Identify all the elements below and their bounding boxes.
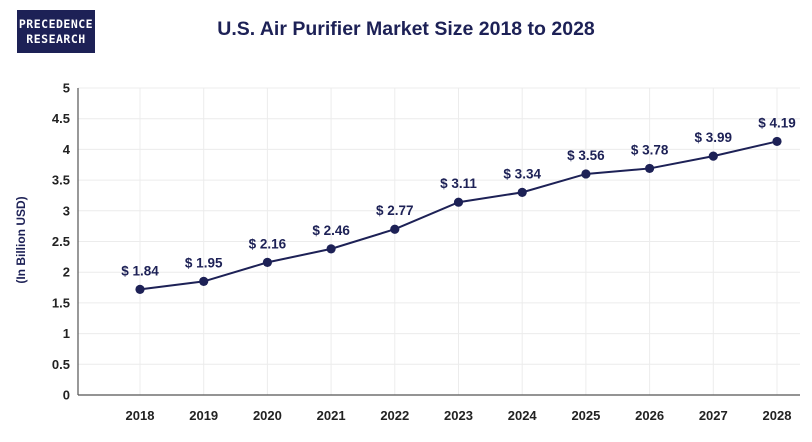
y-tick-label: 2.5	[52, 234, 70, 249]
x-tick-label: 2021	[317, 408, 346, 423]
y-tick-label: 3	[63, 203, 70, 218]
x-tick-label: 2018	[126, 408, 155, 423]
data-label: $ 2.16	[249, 236, 287, 251]
y-tick-label: 2	[63, 265, 70, 280]
data-point	[517, 187, 527, 197]
brand-logo: PRECEDENCE RESEARCH	[17, 10, 95, 53]
chart-title: U.S. Air Purifier Market Size 2018 to 20…	[217, 18, 595, 40]
data-label: $ 4.19	[758, 115, 796, 130]
x-tick-label: 2027	[699, 408, 728, 423]
y-tick-label: 4.5	[52, 111, 70, 126]
x-tick-label: 2020	[253, 408, 282, 423]
data-label: $ 2.77	[376, 203, 414, 218]
y-tick-label: 4	[63, 142, 71, 157]
x-tick-label: 2025	[571, 408, 600, 423]
y-tick-label: 0	[63, 388, 70, 403]
data-label: $ 3.78	[631, 142, 669, 157]
y-tick-label: 5	[63, 81, 70, 96]
y-tick-label: 3.5	[52, 173, 70, 188]
data-label: $ 3.56	[567, 148, 605, 163]
x-tick-label: 2024	[508, 408, 538, 423]
data-label: $ 1.95	[185, 255, 223, 270]
data-point	[326, 244, 336, 254]
data-point	[581, 169, 591, 179]
y-tick-label: 1.5	[52, 295, 70, 310]
data-point	[453, 197, 464, 207]
brand-logo-line2: RESEARCH	[26, 31, 86, 46]
y-tick-label: 1	[63, 326, 70, 341]
data-point	[708, 151, 718, 161]
x-tick-label: 2022	[380, 408, 409, 423]
data-label: $ 3.99	[695, 130, 733, 145]
data-point	[772, 136, 782, 147]
data-label: $ 2.46	[312, 223, 350, 238]
data-point	[262, 257, 272, 267]
brand-logo-line1: PRECEDENCE	[18, 16, 94, 31]
y-tick-label: 0.5	[52, 357, 70, 372]
data-label: $ 3.34	[503, 166, 541, 181]
x-tick-label: 2019	[189, 408, 218, 423]
data-label: $ 1.84	[121, 263, 159, 278]
data-point	[390, 224, 400, 234]
data-point	[135, 284, 145, 294]
data-point	[199, 276, 209, 287]
data-label: $ 3.11	[440, 176, 477, 191]
x-tick-label: 2026	[635, 408, 664, 423]
data-point	[645, 163, 655, 174]
x-tick-label: 2023	[444, 408, 473, 423]
x-tick-label: 2028	[763, 408, 792, 423]
